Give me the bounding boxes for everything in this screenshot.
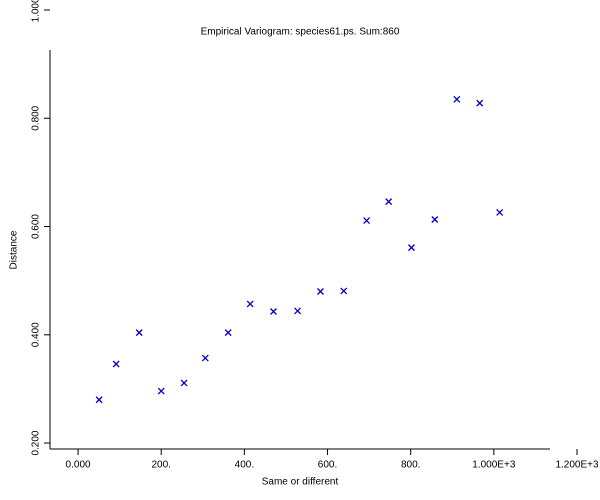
x-axis-label: Same or different bbox=[262, 477, 339, 488]
point bbox=[294, 307, 302, 315]
point bbox=[157, 387, 165, 395]
x-tick-label: 800. bbox=[401, 460, 420, 471]
y-tick-label: 1.000 bbox=[31, 0, 42, 23]
y-tick-label: 0.400 bbox=[31, 322, 42, 347]
point bbox=[363, 217, 371, 225]
point bbox=[431, 216, 439, 223]
point bbox=[453, 95, 461, 103]
point bbox=[95, 396, 103, 404]
point bbox=[246, 300, 254, 308]
point bbox=[476, 99, 484, 107]
x-tick-label: 1.000E+3 bbox=[472, 460, 516, 471]
y-tick-label: 0.800 bbox=[31, 105, 42, 130]
y-tick-label: 0.200 bbox=[31, 430, 42, 455]
point bbox=[112, 360, 120, 368]
y-tick-label: 0.600 bbox=[31, 214, 42, 239]
chart-title: Empirical Variogram: species61.ps. Sum:8… bbox=[201, 27, 400, 38]
x-tick-label: 200. bbox=[151, 460, 170, 471]
point bbox=[496, 208, 504, 216]
point bbox=[201, 354, 209, 362]
point bbox=[385, 198, 393, 206]
point bbox=[340, 287, 348, 295]
point bbox=[135, 329, 143, 337]
point bbox=[408, 244, 415, 252]
point bbox=[270, 308, 277, 315]
x-tick-label: 0.000 bbox=[66, 460, 91, 471]
point bbox=[180, 379, 188, 387]
x-tick-label: 600. bbox=[318, 460, 337, 471]
x-tick-label: 1.200E+3 bbox=[555, 460, 599, 471]
x-tick-label: 400. bbox=[235, 460, 254, 471]
y-axis-label: Distance bbox=[9, 230, 20, 269]
point bbox=[224, 329, 232, 337]
point bbox=[317, 288, 324, 295]
